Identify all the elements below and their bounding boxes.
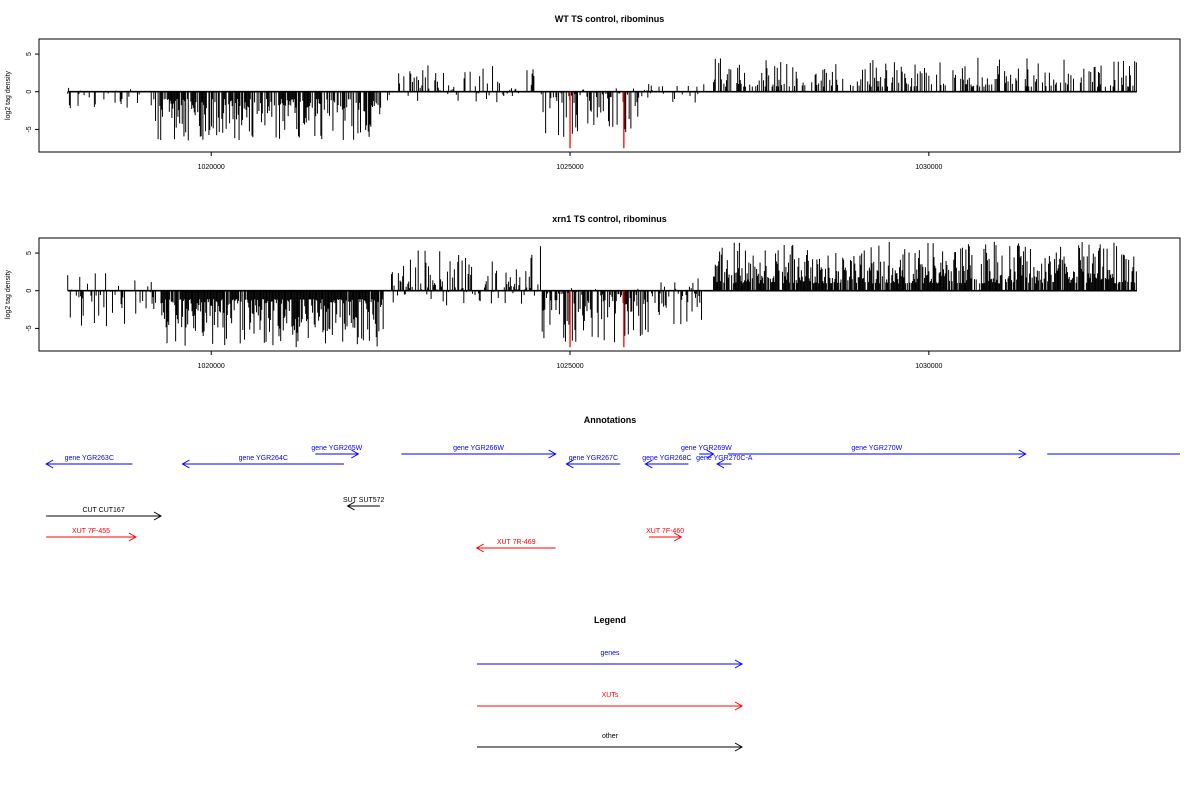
feature-label: gene YGR264C bbox=[239, 455, 288, 462]
arrow-head bbox=[644, 459, 653, 469]
feature-label: gene YGR263C bbox=[65, 455, 114, 462]
annotation-feature: gene YGR264C bbox=[181, 455, 344, 469]
feature-label: gene YGR270C-A bbox=[696, 455, 753, 462]
arrow-head bbox=[181, 459, 190, 469]
panel-title: WT TS control, ribominus bbox=[555, 14, 665, 24]
legend: Legend genes XUTs other bbox=[477, 615, 744, 752]
annotation-feature: gene YGR265W bbox=[311, 445, 363, 459]
legend-arrow bbox=[477, 742, 744, 752]
panel-title: xrn1 TS control, ribominus bbox=[552, 214, 667, 224]
arrow-head bbox=[1018, 449, 1027, 459]
arrow-head bbox=[475, 543, 484, 553]
legend-item: XUTs bbox=[477, 692, 744, 711]
y-axis-label: log2 tag density bbox=[5, 70, 12, 120]
annotation-feature: gene YGR269W bbox=[681, 445, 732, 459]
legend-item: other bbox=[477, 733, 744, 752]
legend-label: XUTs bbox=[602, 692, 619, 699]
y-tick-label: 0 bbox=[26, 90, 33, 94]
bar-series bbox=[67, 241, 1137, 348]
annotation-feature: XUT 7F-455 bbox=[46, 528, 137, 542]
feature-label: XUT 7F-460 bbox=[646, 528, 684, 535]
feature-arrow bbox=[401, 449, 557, 459]
annotation-feature: gene YGR266W bbox=[401, 445, 557, 459]
feature-label: XUT 7F-455 bbox=[72, 528, 110, 535]
arrow-head bbox=[734, 701, 744, 711]
y-tick-label: 5 bbox=[26, 52, 33, 56]
arrow-head bbox=[346, 501, 355, 511]
y-tick-label: -5 bbox=[26, 325, 33, 331]
arrow-head bbox=[548, 449, 557, 459]
y-tick-label: 0 bbox=[26, 289, 33, 293]
annotation-feature: XUT 7F-460 bbox=[646, 528, 684, 542]
feature-label: gene YGR270W bbox=[851, 445, 902, 452]
annotations-track: Annotations gene YGR263C gene YGR264C gene … bbox=[45, 415, 1180, 553]
legend-arrow bbox=[477, 659, 744, 669]
feature-arrow bbox=[699, 449, 715, 459]
annotation-feature: gene YGR268C bbox=[642, 455, 692, 469]
annotation-feature: SUT SUT572 bbox=[343, 497, 385, 511]
plot-frame bbox=[38, 237, 1181, 352]
x-tick-label: 1020000 bbox=[198, 164, 225, 171]
arrow-head bbox=[153, 511, 163, 521]
arrow-head bbox=[706, 449, 715, 459]
feature-arrow bbox=[648, 532, 683, 542]
feature-label: CUT CUT167 bbox=[82, 507, 124, 514]
y-tick-label: -5 bbox=[26, 126, 33, 132]
feature-arrow bbox=[46, 532, 137, 542]
legend-arrow bbox=[477, 701, 744, 711]
annotation-feature: gene YGR270C-A bbox=[696, 455, 753, 469]
arrow-head bbox=[45, 459, 54, 469]
arrow-head bbox=[734, 742, 744, 752]
panel-1: WT TS control, ribominus -5 0 5 log2 tag den… bbox=[5, 14, 1181, 171]
feature-arrow bbox=[181, 459, 344, 469]
feature-label: gene YGR267C bbox=[569, 455, 618, 462]
feature-arrow bbox=[45, 459, 133, 469]
x-tick-label: 1025000 bbox=[556, 164, 583, 171]
x-tick-label: 1025000 bbox=[556, 363, 583, 370]
x-tick-label: 1030000 bbox=[915, 363, 942, 370]
x-tick-label: 1030000 bbox=[915, 164, 942, 171]
annotation-feature: gene YGR270W bbox=[727, 445, 1027, 459]
feature-label: gene YGR265W bbox=[311, 445, 362, 452]
annotation-feature: gene YGR267C bbox=[565, 455, 621, 469]
legend-label: other bbox=[602, 733, 619, 740]
arrow-head bbox=[565, 459, 574, 469]
arrow-head bbox=[351, 449, 360, 459]
feature-arrow bbox=[475, 543, 556, 553]
y-tick-label: 5 bbox=[26, 251, 33, 255]
arrow-head bbox=[716, 459, 725, 469]
annotations-title: Annotations bbox=[584, 415, 637, 425]
feature-arrow bbox=[346, 501, 380, 511]
legend-label: genes bbox=[600, 650, 620, 657]
panel-2: xrn1 TS control, ribominus -5 0 5 log2 tag d… bbox=[5, 214, 1181, 370]
annotation-feature: gene YGR263C bbox=[45, 455, 133, 469]
feature-label: gene YGR266W bbox=[453, 445, 504, 452]
y-axis-label: log2 tag density bbox=[5, 269, 12, 319]
annotation-feature: XUT 7R-469 bbox=[475, 539, 556, 553]
annotation-feature: CUT CUT167 bbox=[46, 507, 163, 521]
arrow-head bbox=[734, 659, 744, 669]
feature-label: gene YGR269W bbox=[681, 445, 732, 452]
bar-series bbox=[67, 57, 1137, 141]
feature-arrow bbox=[644, 459, 689, 469]
feature-arrow bbox=[716, 459, 732, 469]
feature-arrow bbox=[315, 449, 360, 459]
feature-label: gene YGR268C bbox=[642, 455, 691, 462]
legend-item: genes bbox=[477, 650, 744, 669]
feature-arrow bbox=[46, 511, 163, 521]
feature-label: XUT 7R-469 bbox=[497, 539, 536, 546]
arrow-head bbox=[674, 532, 683, 542]
plot-frame bbox=[38, 38, 1181, 153]
x-tick-label: 1020000 bbox=[198, 363, 225, 370]
feature-arrow bbox=[565, 459, 621, 469]
legend-title: Legend bbox=[594, 615, 626, 625]
feature-label: SUT SUT572 bbox=[343, 497, 385, 504]
feature-arrow bbox=[727, 449, 1027, 459]
arrow-head bbox=[128, 532, 137, 542]
